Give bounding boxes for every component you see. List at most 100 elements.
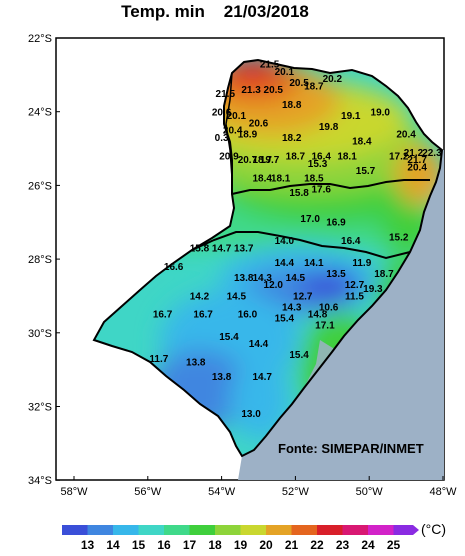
colorbar-tick-label: 24 [361,538,375,552]
station-value: 20.7 [238,155,258,166]
station-value: 20.5 [289,78,309,89]
station-value: 12.7 [293,291,313,302]
station-value: 13.5 [326,269,346,280]
station-value: 10.6 [319,302,339,313]
station-value: 20.1 [227,111,247,122]
colorbar-tick-label: 17 [183,538,197,552]
colorbar-swatch [266,525,292,535]
colorbar-tick-label: 23 [336,538,350,552]
colorbar-tick-label: 15 [132,538,146,552]
station-value: 14.0 [275,236,295,247]
station-value: 16.9 [326,218,346,229]
station-value: 17.6 [311,185,331,196]
station-value: 20.4 [223,126,243,137]
station-value: 16.7 [193,310,213,321]
colorbar-tick-label: 14 [106,538,120,552]
station-value: 18.1 [271,174,291,185]
station-value: 20.4 [407,162,427,173]
lon-tick-label: 52°W [282,486,310,498]
station-value: 16.6 [164,262,184,273]
ocean [238,142,444,480]
station-value: 20.4 [396,129,416,140]
longitude-axis: 58°W 56°W 54°W 52°W 50°W 48°W [60,476,457,498]
station-value: 20.6 [249,118,269,129]
station-value: 14.3 [252,273,272,284]
station-value: 21.2 [404,148,424,159]
station-value: 18.7 [252,155,272,166]
station-value: 19.1 [341,111,361,122]
station-value: 20.1 [275,67,295,78]
lat-tick-label: 24°S [28,107,52,119]
station-value: 15.4 [219,332,239,343]
station-value: 18.5 [304,174,324,185]
lon-tick-label: 48°W [429,486,457,498]
lon-tick-label: 56°W [134,486,162,498]
colorbar-tick-label: 20 [259,538,273,552]
station-value: 11.7 [149,354,168,365]
colorbar-swatch [164,525,190,535]
station-value: 16.4 [341,236,361,247]
station-value: 20.2 [323,74,343,85]
station-value: 17.2 [389,151,409,162]
lon-tick-label: 54°W [208,486,236,498]
station-value: 16.4 [311,151,331,162]
station-value: 16.7 [153,310,173,321]
lat-tick-label: 22°S [28,33,52,45]
colorbar-swatch [342,525,368,535]
station-value: 14.5 [286,273,306,284]
station-value: 13.7 [234,243,254,254]
station-value: 21.7 [407,155,427,166]
title-label: Temp. min [121,2,205,21]
source-credit: Fonte: SIMEPAR/INMET [278,441,424,456]
parana-river-border [225,72,233,179]
lat-tick-label: 28°S [28,254,52,266]
station-value: 14.4 [275,258,295,269]
station-value: 21.5 [216,89,236,100]
station-value: 19.8 [319,122,339,133]
station-value: 0.3 [215,133,229,144]
station-value: 15.8 [289,188,309,199]
station-value: 13.8 [212,372,232,383]
station-value: 14.5 [227,291,247,302]
land-outline [92,58,444,458]
colorbar-tick-label: 16 [157,538,171,552]
colorbar-swatch [87,525,113,535]
station-value: 18.7 [304,82,324,93]
colorbar-swatch [62,525,88,535]
colorbar-swatch [393,525,419,535]
station-value: 14.1 [304,258,324,269]
station-value: 20.5 [264,85,284,96]
station-value: 13.0 [241,409,261,420]
lat-tick-label: 34°S [28,475,52,487]
station-value: 16.0 [238,310,258,321]
station-value: 18.7 [374,269,394,280]
lat-tick-label: 26°S [28,180,52,192]
station-value: 14.4 [249,339,269,350]
colorbar-tick-label: 19 [234,538,248,552]
station-value: 18.7 [286,151,306,162]
station-value: 21.3 [241,85,261,96]
station-value: 11.9 [352,258,371,269]
station-value: 19.7 [260,155,280,166]
parana-santa-catarina-border [231,179,430,195]
station-values: 21.520.120.518.720.221.5 21.3 20.518.820.6… [149,59,442,420]
station-value: 15.4 [275,313,295,324]
station-value: 19.0 [371,107,391,118]
station-value: 18.1 [337,151,357,162]
station-value: 14.7 [252,372,272,383]
station-value: 14.2 [190,291,210,302]
station-value: 12.0 [264,280,284,291]
station-value: 18.9 [238,129,258,140]
station-value: 15.2 [389,232,409,243]
colorbar-swatch [368,525,394,535]
lon-tick-label: 50°W [356,486,384,498]
station-value: 18.4 [252,174,272,185]
lat-tick-label: 30°S [28,328,52,340]
colorbar-swatch [138,525,164,535]
station-value: 13.8 [234,273,254,284]
unit-label: (°C) [421,521,446,537]
station-value: 17.1 [315,321,335,332]
colorbar-swatch [240,525,266,535]
station-value: 14.7 [212,243,232,254]
